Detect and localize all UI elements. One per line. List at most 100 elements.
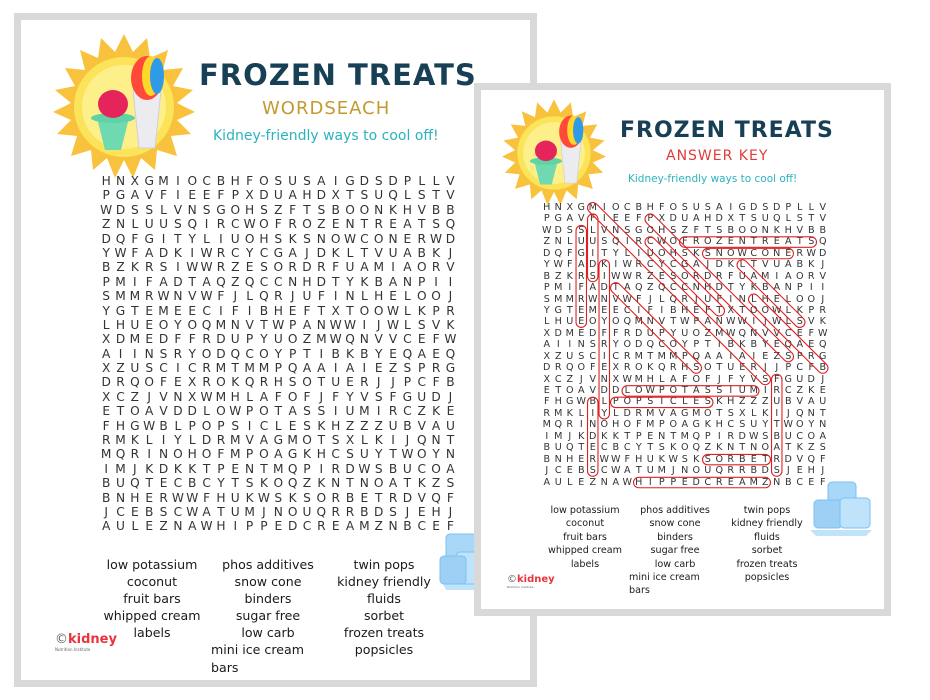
grid-letter: R bbox=[288, 217, 297, 232]
grid-letter: Y bbox=[739, 373, 746, 385]
grid-letter: D bbox=[374, 504, 384, 519]
grid-letter: K bbox=[145, 461, 154, 476]
grid-letter: T bbox=[260, 461, 268, 476]
grid-letter: O bbox=[761, 442, 770, 454]
grid-letter: R bbox=[623, 362, 631, 374]
grid-letter: L bbox=[174, 418, 182, 433]
grid-letter: K bbox=[601, 430, 608, 442]
grid-letter: K bbox=[446, 317, 455, 332]
grid-letter: I bbox=[637, 247, 641, 259]
grid-letter: Z bbox=[761, 396, 769, 408]
grid-letter: H bbox=[669, 247, 677, 259]
grid-letter: N bbox=[577, 339, 585, 351]
grid-letter: F bbox=[589, 362, 596, 374]
grid-letter: J bbox=[233, 289, 238, 304]
grid-letter: K bbox=[317, 418, 326, 433]
grid-letter: T bbox=[360, 245, 369, 260]
grid-letter: V bbox=[773, 327, 781, 339]
grid-letter: S bbox=[231, 418, 240, 433]
grid-letter: Z bbox=[715, 236, 723, 248]
grid-letter: K bbox=[578, 430, 585, 442]
grid-letter: Q bbox=[692, 430, 701, 442]
grid-letter: J bbox=[786, 407, 790, 419]
grid-letter: O bbox=[703, 362, 712, 374]
grid-letter: U bbox=[116, 476, 125, 491]
grid-letter: R bbox=[635, 407, 643, 419]
page-subtitle: ANSWER KEY bbox=[666, 148, 769, 164]
grid-letter: Z bbox=[374, 519, 383, 534]
grid-letter: K bbox=[360, 274, 369, 289]
grid-letter: L bbox=[797, 202, 803, 213]
grid-letter: W bbox=[387, 303, 400, 318]
grid-letter: D bbox=[316, 274, 327, 289]
grid-letter: A bbox=[388, 274, 398, 289]
grid-letter: S bbox=[589, 339, 596, 351]
grid-letter: J bbox=[305, 245, 309, 260]
grid-letter: I bbox=[219, 231, 223, 246]
grid-letter: E bbox=[188, 303, 197, 318]
grid-letter: H bbox=[331, 418, 341, 433]
grid-letter: C bbox=[259, 274, 269, 289]
grid-letter: G bbox=[216, 202, 226, 217]
grid-letter: U bbox=[359, 447, 369, 462]
grid-letter: L bbox=[203, 404, 210, 419]
grid-letter: W bbox=[358, 461, 371, 476]
grid-letter: L bbox=[246, 389, 253, 404]
grid-letter: V bbox=[807, 316, 815, 328]
grid-letter: R bbox=[727, 430, 735, 442]
grid-letter: D bbox=[216, 332, 226, 347]
grid-letter: R bbox=[101, 433, 111, 448]
grid-letter: O bbox=[703, 407, 712, 419]
grid-letter: T bbox=[274, 404, 283, 419]
grid-letter: B bbox=[796, 259, 804, 271]
grid-letter: O bbox=[259, 346, 269, 361]
grid-letter: W bbox=[200, 519, 213, 534]
grid-letter: M bbox=[646, 419, 655, 431]
grid-letter: J bbox=[786, 465, 790, 477]
grid-letter: T bbox=[727, 282, 734, 294]
grid-letter: D bbox=[589, 259, 597, 271]
grid-letter: F bbox=[704, 304, 711, 316]
grid-letter: P bbox=[403, 174, 412, 188]
word-list-item: fruit bars bbox=[123, 591, 181, 607]
grid-letter: K bbox=[566, 270, 573, 282]
grid-letter: A bbox=[403, 260, 412, 275]
grid-letter: S bbox=[647, 396, 654, 408]
grid-letter: N bbox=[819, 419, 827, 431]
grid-letter: K bbox=[245, 490, 254, 505]
grid-letter: G bbox=[115, 188, 126, 203]
grid-letter: Y bbox=[601, 407, 608, 419]
grid-letter: U bbox=[738, 270, 746, 282]
grid-letter: R bbox=[738, 465, 746, 477]
grid-letter: T bbox=[374, 490, 383, 505]
grid-letter: T bbox=[202, 461, 211, 476]
grid-letter: N bbox=[727, 442, 735, 454]
grid-letter: R bbox=[796, 247, 804, 259]
grid-letter: S bbox=[260, 260, 268, 275]
grid-letter: I bbox=[602, 350, 606, 362]
grid-letter: V bbox=[577, 213, 585, 225]
grid-letter: T bbox=[418, 217, 426, 232]
grid-letter: O bbox=[577, 362, 586, 374]
grid-letter: N bbox=[554, 236, 562, 248]
grid-letter: A bbox=[669, 407, 677, 419]
grid-letter: U bbox=[577, 236, 585, 248]
grid-letter: Z bbox=[374, 418, 383, 433]
grid-letter: V bbox=[145, 188, 154, 203]
grid-letter: W bbox=[622, 270, 633, 282]
grid-letter: C bbox=[231, 245, 240, 260]
grid-letter: B bbox=[750, 339, 758, 351]
grid-letter: D bbox=[554, 224, 562, 236]
grid-letter: B bbox=[101, 476, 111, 491]
grid-letter: I bbox=[161, 433, 166, 448]
grid-letter: Y bbox=[102, 245, 110, 260]
grid-letter: T bbox=[116, 404, 125, 419]
grid-letter: H bbox=[566, 453, 574, 465]
grid-letter: A bbox=[692, 385, 700, 396]
